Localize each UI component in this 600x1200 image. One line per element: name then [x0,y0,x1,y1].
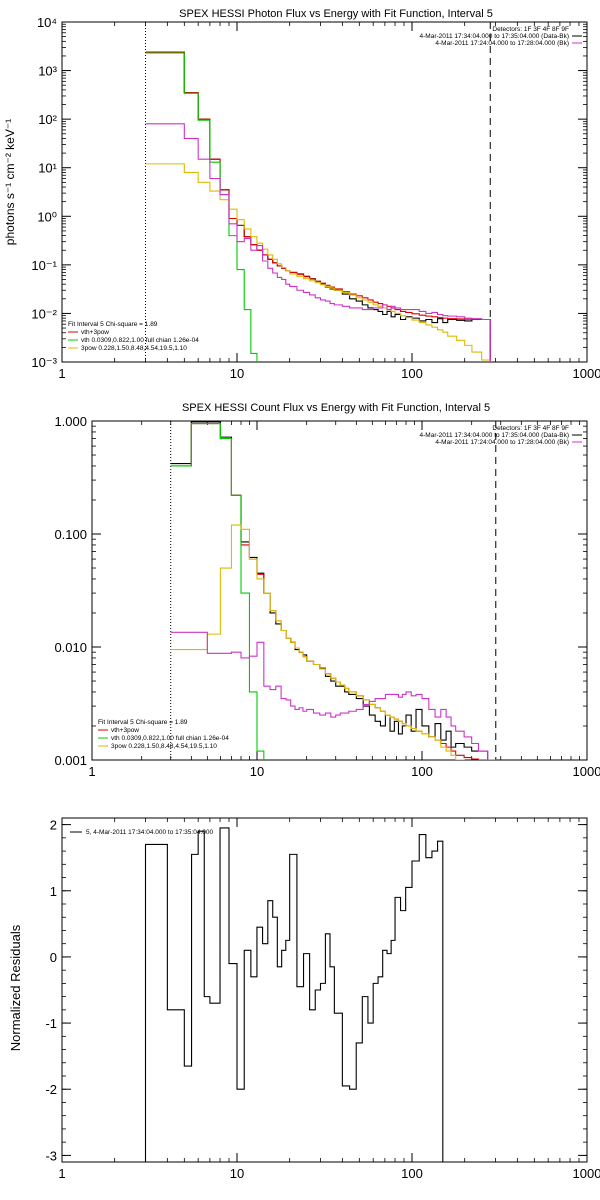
plot-frame [61,21,588,363]
legend-text: vth 0.0309,0.822,1.00 full chian 1.26e-0… [81,337,199,344]
x-tick-label: 1000 [573,366,600,381]
y-tick-label: 0.010 [54,640,87,655]
y-tick-label: 1.000 [54,414,87,429]
x-tick-label: 10 [250,764,264,779]
legend-text: 4-Mar-2011 17:24:04.000 to 17:28:04.000 … [435,40,569,47]
y-tick-label: -2 [45,1082,57,1097]
legend-text: Detectors: 1F 3F 4F 8F 9F [492,26,569,33]
legend-text: 4-Mar-2011 17:34:04.000 to 17:35:04.000 … [420,33,569,40]
legend-text: Fit Interval 5 Chi-square = 1.89 [68,321,158,328]
series-line-3pow [145,163,491,362]
x-tick-label: 10 [230,366,244,381]
photon-plot-area: 1 10 100 1000 10⁻³ 10⁻² 10⁻¹ 10⁰ 10¹ 10² 10³ 10⁴ Det… [31,15,600,381]
y-tick-label: 0.100 [54,527,87,542]
legend-text: 5, 4-Mar-2011 17:34:04.000 to 17:35:04.0… [86,829,213,836]
series-line-vth [170,422,265,760]
y-tick-label: -3 [45,1148,57,1163]
legend-text: 3pow 0.228,1.50,8.48,4.54,19.5,1.10 [111,743,217,750]
x-tick-label: 1 [88,764,95,779]
residuals-plot-area: 1 10 100 1000 -3 -2 -1 0 1 2 5, 4-Mar-2011 17:34:0… [45,817,600,1181]
legend-text: Fit Interval 5 Chi-square = 1.89 [98,719,188,726]
photon-chart-title: SPEX HESSI Photon Flux vs Energy with Fi… [179,8,493,20]
residuals-y-axis-label: Normalized Residuals [8,924,23,1051]
legend-text: vth 0.0309,0.822,1.00 full chian 1.26e-0… [111,735,229,742]
y-tick-label: 10² [38,112,57,127]
x-tick-label: 1 [58,1166,65,1181]
photon-flux-panel: SPEX HESSI Photon Flux vs Energy with Fi… [3,8,600,381]
y-tick-label: 10⁰ [37,209,57,224]
x-tick-label: 1000 [573,1166,600,1181]
count-plot-area: 1 10 100 1000 0.001 0.010 0.100 1.000 Detectors:… [54,414,600,779]
legend-text: Detectors: 1F 3F 4F 8F 9F [492,425,569,432]
plot-frame [91,420,588,761]
legend-text: 3pow 0.228,1.50,8.48,4.54,19.5,1.10 [81,345,187,352]
legend-text: 4-Mar-2011 17:24:04.000 to 17:28:04.000 … [435,439,569,446]
legend-text: vth+3pow [111,727,139,734]
x-tick-label: 100 [401,1166,423,1181]
legend-text: vth+3pow [81,329,109,336]
series-line-bk [145,123,491,362]
y-tick-label: 1 [50,884,57,899]
y-tick-label: 10¹ [38,161,57,176]
count-flux-panel: SPEX HESSI Count Flux vs Energy with Fit… [54,402,600,779]
x-tick-label: 100 [401,366,423,381]
count-chart-title: SPEX HESSI Count Flux vs Energy with Fit… [182,402,490,414]
series-line-3pow [170,524,465,760]
photon-y-axis-label: photons s⁻¹ cm⁻² keV⁻¹ [3,119,17,245]
series-line-bk [170,631,497,760]
y-tick-label: -1 [45,1016,57,1031]
y-tick-label: 0 [50,950,57,965]
y-tick-label: 10⁴ [37,15,57,30]
y-tick-label: 10⁻² [31,306,57,321]
y-tick-label: 2 [50,818,57,833]
x-tick-label: 10 [230,1166,244,1181]
x-tick-label: 100 [411,764,433,779]
plot-frame [61,817,588,1163]
y-tick-label: 10³ [38,64,57,79]
y-tick-label: 10⁻³ [31,355,57,370]
residuals-panel: Normalized Residuals 1 10 100 1000 -3 -2 -1 0 1 2… [8,817,600,1181]
legend-text: 4-Mar-2011 17:34:04.000 to 17:35:04.000 … [420,432,569,439]
series-line-residuals [144,827,444,1162]
y-tick-label: 0.001 [54,753,87,768]
y-tick-label: 10⁻¹ [31,258,57,273]
x-tick-label: 1000 [573,764,600,779]
x-tick-label: 1 [58,366,65,381]
